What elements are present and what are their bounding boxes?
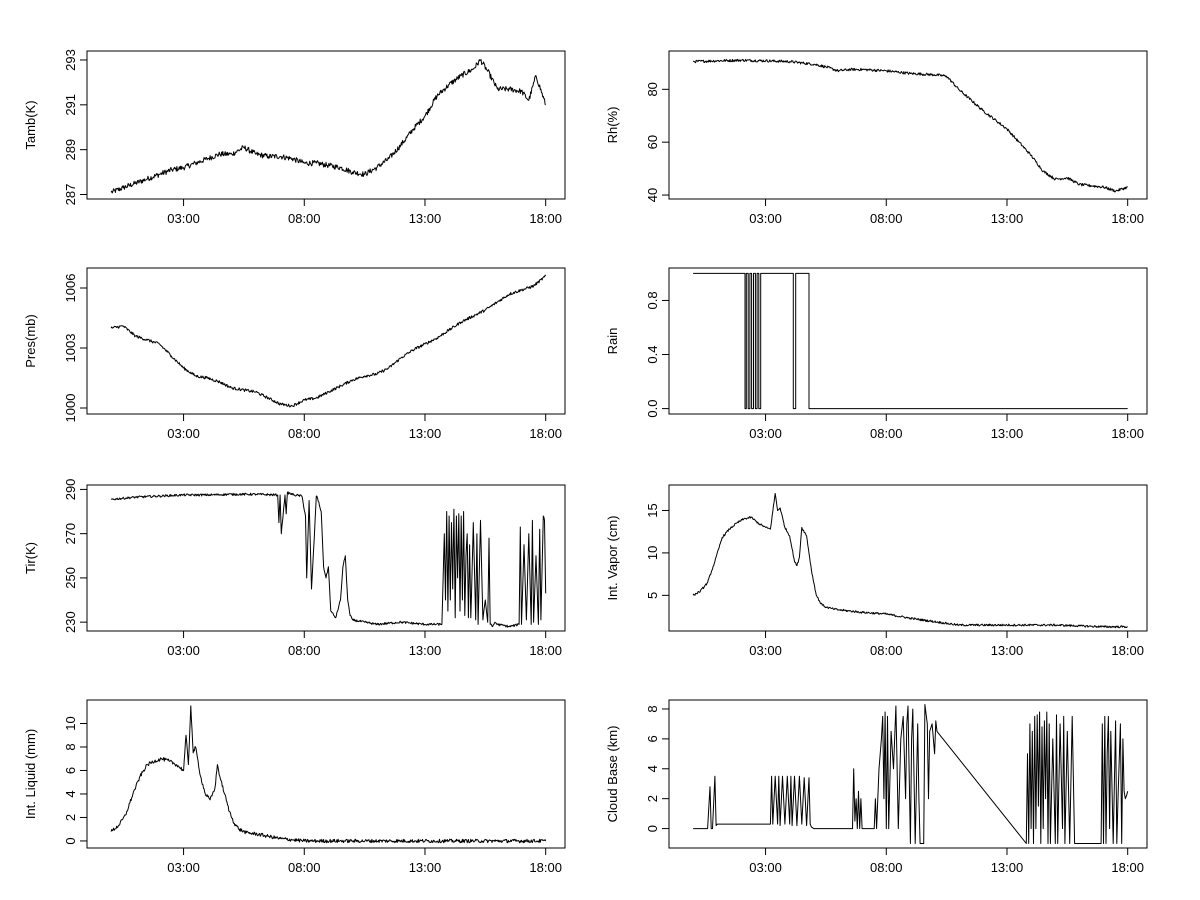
y-axis-label: Int. Liquid (mm) (23, 729, 38, 819)
x-tick-label: 18:00 (1111, 643, 1144, 658)
x-tick-label: 08:00 (288, 426, 321, 441)
y-tick-label: 1000 (63, 394, 78, 423)
y-tick-label: 4 (645, 765, 660, 772)
x-tick-label: 13:00 (991, 211, 1024, 226)
y-tick-label: 0.8 (645, 291, 660, 309)
y-axis-label: Rain (605, 328, 620, 355)
y-tick-label: 1003 (63, 334, 78, 363)
plot-frame (668, 267, 1148, 415)
panel-2: 03:00 08:00 13:00 18:00 40 60 80 Rh(%) (605, 50, 1148, 226)
x-tick-label: 18:00 (529, 211, 562, 226)
plot-frame (86, 699, 566, 849)
y-axis-label: Tir(K) (23, 542, 38, 574)
y-axis-label: Int. Vapor (cm) (605, 515, 620, 600)
plot-frame (668, 50, 1148, 200)
y-tick-label: 0 (63, 837, 78, 844)
x-tick-label: 08:00 (870, 643, 903, 658)
x-tick-label: 18:00 (529, 643, 562, 658)
x-tick-label: 03:00 (167, 643, 200, 658)
x-tick-label: 08:00 (288, 860, 321, 875)
x-tick-label: 13:00 (991, 860, 1024, 875)
x-tick-label: 08:00 (870, 860, 903, 875)
x-tick-label: 08:00 (870, 426, 903, 441)
panel-1: 03:00 08:00 13:00 18:00 287 289 291 293 Tamb(K) (23, 49, 566, 226)
series-line (110, 491, 547, 628)
y-tick-label: 6 (645, 735, 660, 742)
y-axis-label: Pres(mb) (23, 314, 38, 367)
x-tick-label: 03:00 (749, 426, 782, 441)
series-line (110, 705, 547, 844)
x-tick-label: 18:00 (1111, 426, 1144, 441)
y-tick-label: 230 (63, 611, 78, 633)
y-tick-label: 2 (645, 795, 660, 802)
plot-frame (86, 50, 566, 200)
series-line (110, 274, 547, 408)
x-tick-label: 18:00 (529, 860, 562, 875)
y-tick-label: 40 (645, 188, 660, 202)
x-tick-label: 08:00 (288, 211, 321, 226)
x-tick-label: 08:00 (288, 643, 321, 658)
panel-4: 03:00 08:00 13:00 18:00 0.0 0.4 0.8 Rain (605, 267, 1148, 441)
y-tick-label: 289 (63, 139, 78, 161)
plot-frame (86, 484, 566, 632)
y-tick-label: 293 (63, 49, 78, 71)
x-tick-label: 03:00 (749, 211, 782, 226)
y-tick-label: 290 (63, 479, 78, 501)
panel-6: 03:00 08:00 13:00 18:00 5 10 15 Int. Vapor (cm) (605, 484, 1148, 658)
y-tick-label: 2 (63, 814, 78, 821)
y-tick-label: 1006 (63, 274, 78, 303)
panel-7: 03:00 08:00 13:00 18:00 0 2 4 6 8 10 Int. Liquid (… (23, 699, 566, 875)
y-tick-label: 250 (63, 567, 78, 589)
x-tick-label: 18:00 (1111, 211, 1144, 226)
y-tick-label: 4 (63, 790, 78, 797)
x-tick-label: 13:00 (409, 860, 442, 875)
y-axis-label: Rh(%) (605, 107, 620, 144)
x-tick-label: 13:00 (409, 211, 442, 226)
y-axis-label: Tamb(K) (23, 100, 38, 149)
panel-8: 03:00 08:00 13:00 18:00 0 2 4 6 8 Cloud Base (km) (605, 699, 1148, 875)
y-tick-label: 60 (645, 135, 660, 149)
series-line (692, 493, 1128, 629)
series-line (693, 272, 1128, 410)
y-tick-label: 270 (63, 523, 78, 545)
x-tick-label: 13:00 (991, 643, 1024, 658)
series-line (693, 704, 1129, 844)
y-tick-label: 0 (645, 825, 660, 832)
series-line (110, 59, 546, 194)
x-tick-label: 03:00 (749, 860, 782, 875)
x-tick-label: 03:00 (749, 643, 782, 658)
y-tick-label: 287 (63, 184, 78, 206)
y-tick-label: 8 (645, 705, 660, 712)
plot-frame (668, 484, 1148, 632)
panel-5: 03:00 08:00 13:00 18:00 230 250 270 290 Tir(K) (23, 479, 566, 658)
x-tick-label: 18:00 (529, 426, 562, 441)
plot-frame (668, 699, 1148, 849)
y-tick-label: 10 (645, 546, 660, 560)
plot-frame (86, 267, 566, 415)
y-tick-label: 80 (645, 82, 660, 96)
y-tick-label: 0.4 (645, 345, 660, 363)
x-tick-label: 03:00 (167, 211, 200, 226)
x-tick-label: 13:00 (991, 426, 1024, 441)
y-tick-label: 10 (63, 716, 78, 730)
y-axis-label: Cloud Base (km) (605, 726, 620, 823)
x-tick-label: 03:00 (167, 426, 200, 441)
y-tick-label: 5 (645, 592, 660, 599)
x-tick-label: 03:00 (167, 860, 200, 875)
x-tick-label: 13:00 (409, 643, 442, 658)
series-line (692, 58, 1128, 193)
x-tick-label: 18:00 (1111, 860, 1144, 875)
y-tick-label: 291 (63, 94, 78, 116)
panel-3: 03:00 08:00 13:00 18:00 1000 1003 1006 Pres(mb) (23, 267, 566, 441)
y-tick-label: 0.0 (645, 400, 660, 418)
y-tick-label: 6 (63, 767, 78, 774)
x-tick-label: 13:00 (409, 426, 442, 441)
y-tick-label: 8 (63, 743, 78, 750)
x-tick-label: 08:00 (870, 211, 903, 226)
y-tick-label: 15 (645, 503, 660, 517)
